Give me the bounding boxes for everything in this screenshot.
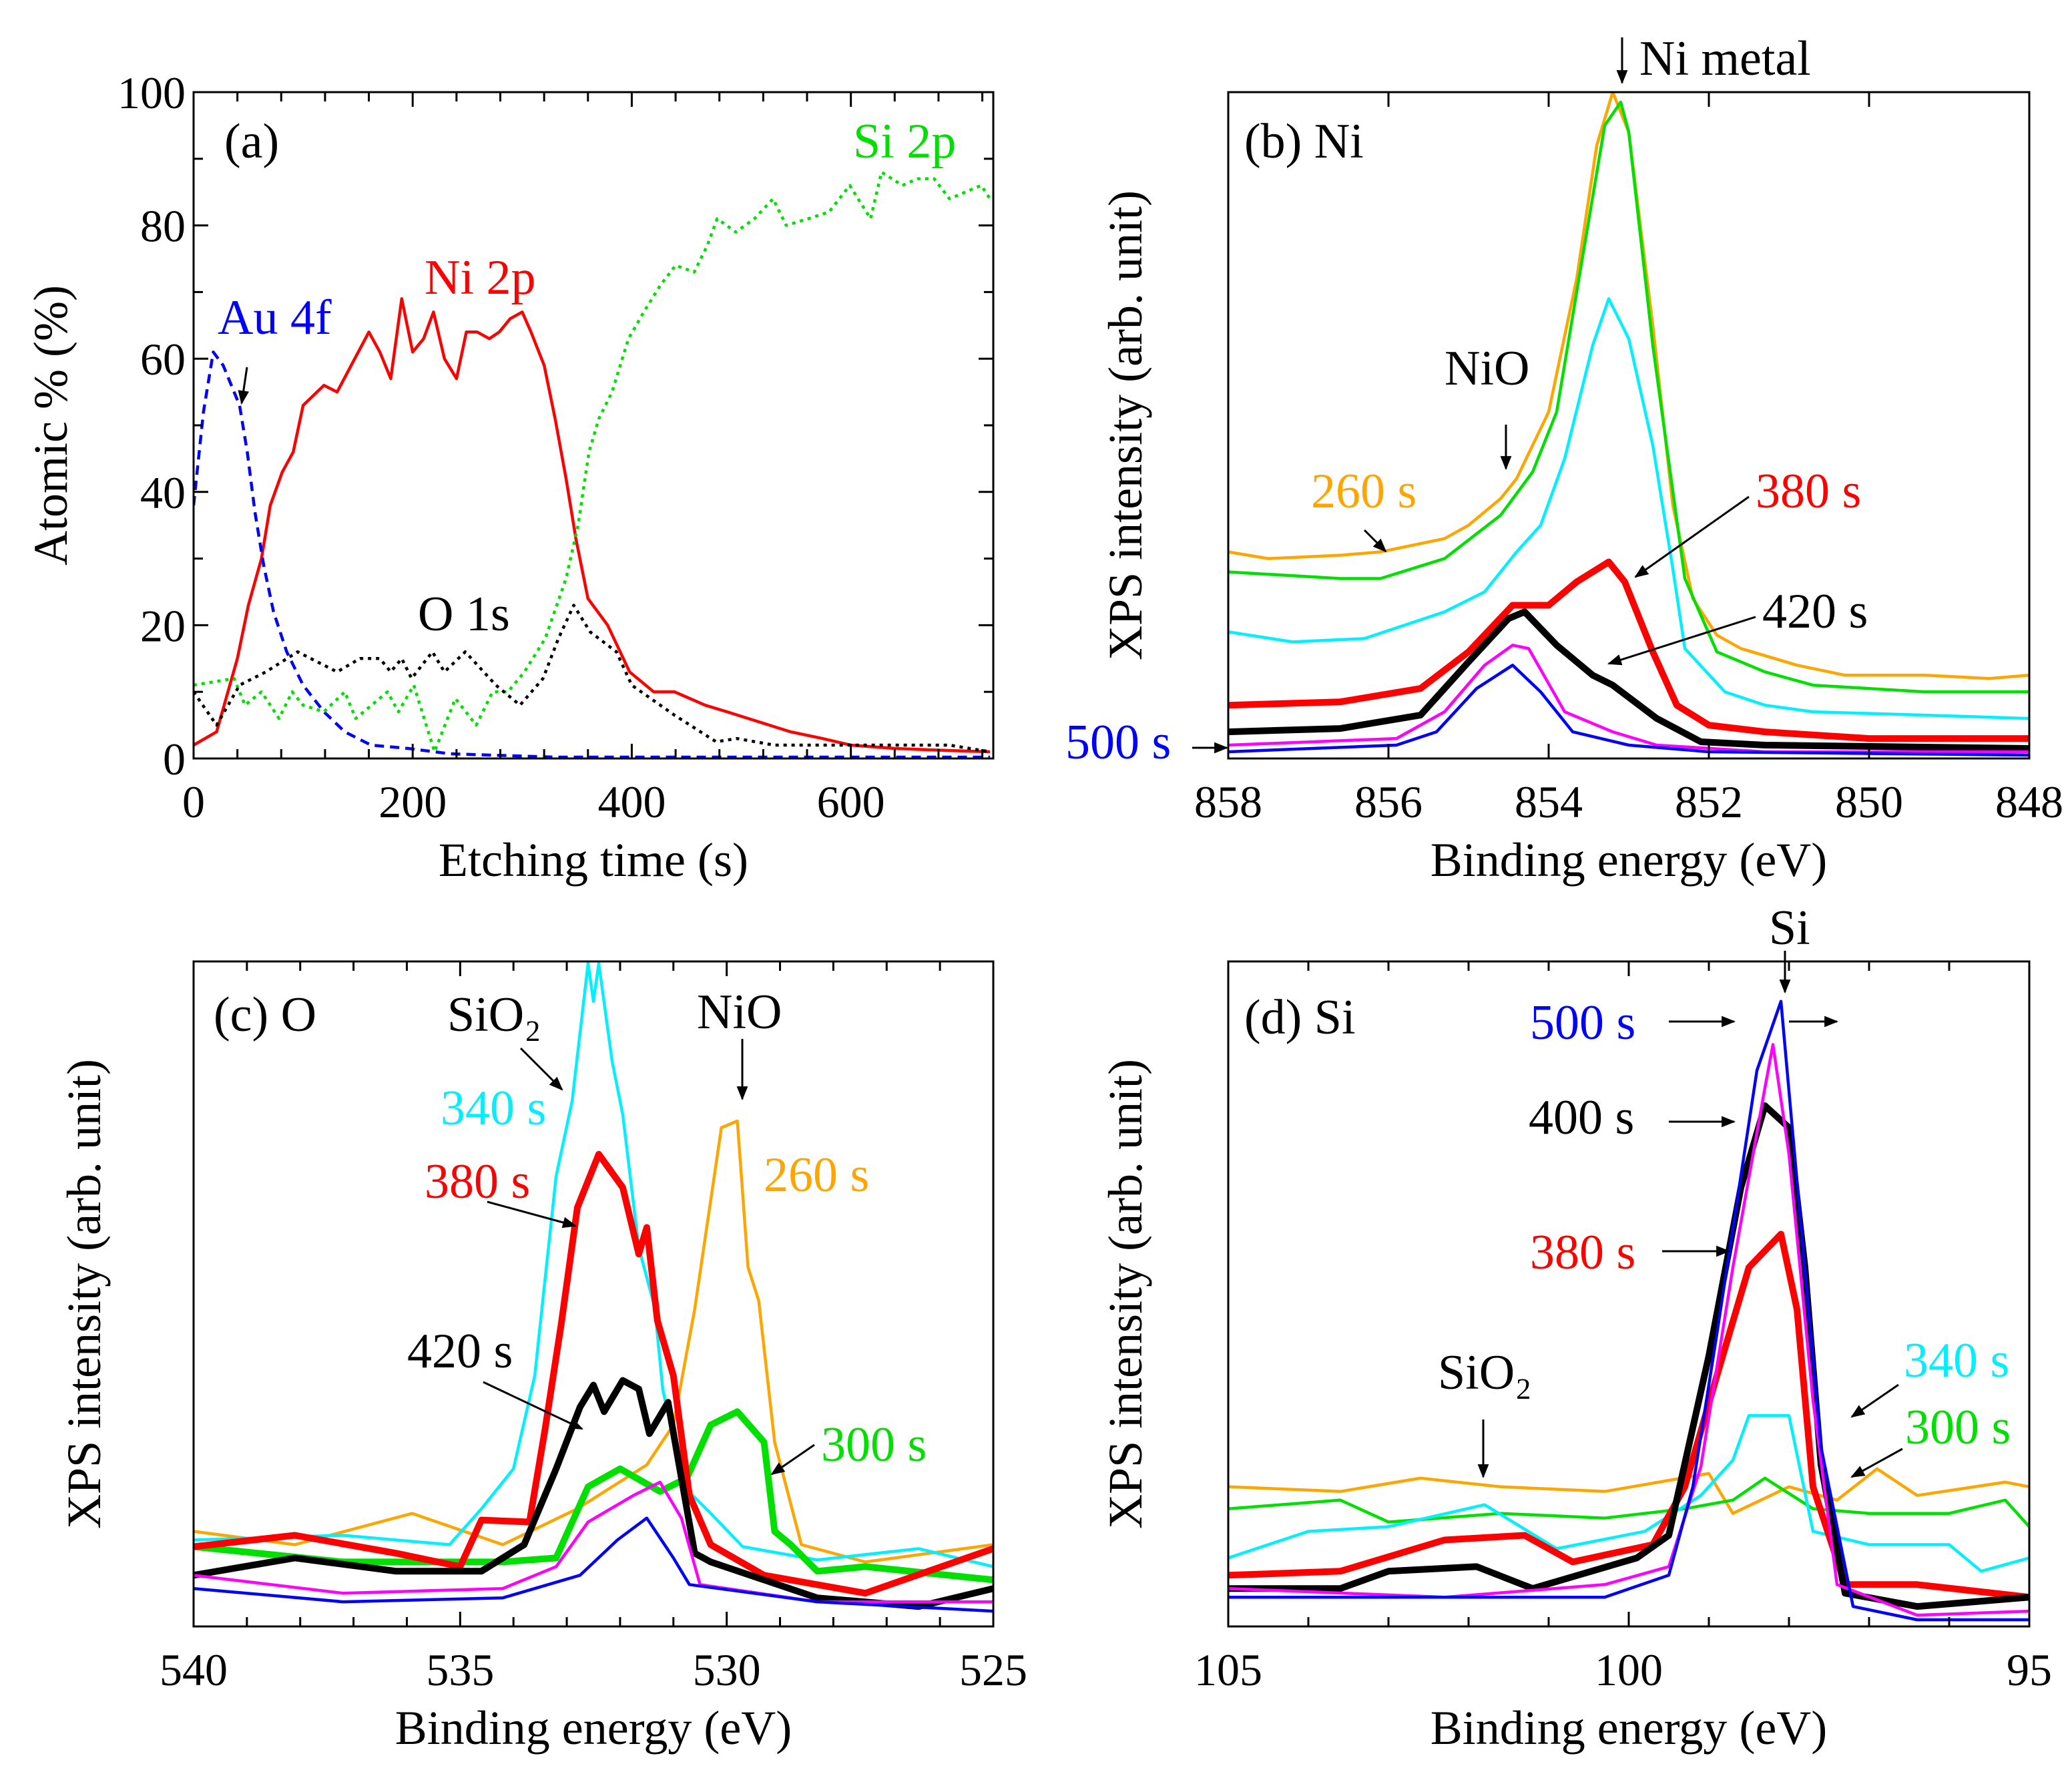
x-axis-title: Binding energy (eV) (1431, 1701, 1828, 1755)
x-tick-label: 854 (1515, 777, 1583, 827)
annotation-label: (a) (224, 114, 279, 169)
y-tick-label: 0 (163, 734, 186, 785)
annotation-label: 260 s (1311, 464, 1416, 519)
x-tick-label: 852 (1675, 777, 1743, 827)
x-tick-label: 848 (1995, 777, 2063, 827)
annotation-label: 340 s (441, 1081, 546, 1136)
y-tick-label: 60 (140, 334, 186, 385)
annotation-label: Ni metal (1639, 31, 1811, 86)
annotation-label: (b) Ni (1244, 114, 1364, 169)
annotation-arrow (487, 1200, 577, 1229)
annotation-label: Ni 2p (425, 250, 536, 305)
series-line-380-s (1228, 558, 2029, 742)
annotation-arrow (483, 1381, 583, 1430)
y-tick-label: 100 (117, 67, 186, 118)
x-axis-title: Etching time (s) (439, 833, 748, 887)
x-axis-title: Binding energy (eV) (1431, 833, 1828, 887)
plot-frame (1227, 91, 2031, 760)
y-axis-title: XPS intensity (arb. unit) (1099, 1059, 1152, 1529)
annotation-label: 380 s (425, 1154, 530, 1209)
annotation-arrow (1634, 495, 1750, 578)
series-line-unlabeled-5 (1228, 644, 2029, 754)
x-tick-label: 400 (597, 777, 666, 827)
annotation-label: O 1s (418, 587, 510, 642)
annotation-arrow (519, 1047, 563, 1091)
annotation-label: 500 s (1530, 995, 1635, 1050)
series-line-420-s (1228, 608, 2029, 752)
x-tick-label: 856 (1354, 777, 1422, 827)
annotation-arrow (770, 1444, 815, 1476)
series-line-340-s (1228, 1414, 2029, 1573)
annotation-label: 500 s (1065, 715, 1171, 770)
x-tick-label: 850 (1835, 777, 1903, 827)
series-line-500-s (1228, 1000, 2029, 1622)
x-tick-label: 105 (1194, 1644, 1262, 1695)
annotation-arrow (238, 367, 250, 405)
series-line-260-s (1228, 1467, 2029, 1515)
annotation-label: 340 s (1904, 1333, 2009, 1388)
series-line-si-2p (194, 170, 991, 754)
annotation-label: Si 2p (853, 114, 956, 169)
series-line-unlabeled-5 (1228, 1043, 2029, 1617)
series-line-340-s (194, 961, 993, 1568)
plot-frame (1227, 960, 2031, 1628)
x-tick-label: 600 (817, 777, 885, 827)
x-tick-label: 525 (959, 1644, 1027, 1695)
series-line-380-s (194, 1150, 993, 1597)
annotation-label: Si (1769, 901, 1810, 955)
annotation-label: SiO₂ (1438, 1345, 1532, 1400)
annotation-label: SiO₂ (447, 987, 541, 1042)
annotation-arrow (1850, 1383, 1899, 1418)
panel-b: 858 856 854 852 850 848 Binding energy (eV) XPS… (1065, 31, 2063, 887)
series-line-500-s (1228, 664, 2029, 757)
annotation-label: NiO (1445, 341, 1529, 396)
y-tick-label: 80 (140, 201, 186, 252)
series-line-420-s (194, 1377, 993, 1610)
annotation-label: 420 s (1762, 584, 1868, 639)
annotation-arrow (1850, 1448, 1903, 1478)
y-axis-title: XPS intensity (arb. unit) (1099, 190, 1152, 660)
series-line-260-s (1228, 92, 2029, 680)
annotation-arrow (1607, 616, 1756, 666)
annotation-label: 380 s (1530, 1225, 1635, 1280)
y-tick-label: 20 (140, 600, 186, 651)
series-line-au-4f (194, 350, 991, 758)
annotation-label: 260 s (764, 1148, 869, 1202)
series-line-300-s (194, 1408, 993, 1584)
annotation-label: NiO (697, 985, 782, 1040)
x-tick-label: 200 (378, 777, 447, 827)
annotation-label: 420 s (407, 1324, 513, 1379)
x-tick-label: 100 (1595, 1644, 1663, 1695)
x-tick-label: 540 (160, 1644, 228, 1695)
series-line-unlabeled-6 (194, 1516, 993, 1613)
series-line-300-s (1228, 1476, 2029, 1528)
x-axis-title: Binding energy (eV) (395, 1701, 792, 1755)
panel-c: 540 535 530 525 Binding energy (eV) XPS inten… (57, 960, 1027, 1755)
series-line-340-s (1228, 297, 2029, 720)
annotation-label: (d) Si (1244, 990, 1356, 1045)
x-tick-label: 0 (182, 777, 205, 827)
panel-a: 0 200 400 600 0 20 40 60 80 100 Etching time (s) At… (24, 67, 995, 887)
annotation-label: Au 4f (218, 290, 332, 345)
annotation-label: 400 s (1529, 1090, 1634, 1145)
y-tick-label: 40 (140, 467, 186, 518)
annotation-label: 300 s (821, 1417, 927, 1472)
x-tick-label: 95 (2007, 1644, 2052, 1695)
x-tick-label: 535 (426, 1644, 494, 1695)
x-tick-label: 530 (693, 1644, 761, 1695)
y-axis-title: Atomic % (%) (24, 285, 77, 566)
y-axis-title: XPS intensity (arb. unit) (57, 1059, 111, 1529)
series-line-ni-2p (194, 297, 991, 754)
annotation-label: (c) O (214, 987, 316, 1042)
x-tick-label: 858 (1194, 777, 1262, 827)
annotation-label: 380 s (1756, 464, 1861, 519)
annotation-arrow (1363, 529, 1387, 553)
panel-d: 105 100 95 Binding energy (eV) XPS intensity… (1099, 901, 2052, 1755)
annotation-label: 300 s (1905, 1400, 2011, 1455)
series-line-o-1s (194, 604, 991, 754)
series-line-260-s (194, 1119, 993, 1564)
plot-frame (192, 960, 995, 1628)
series-line-300-s (1228, 100, 2029, 694)
